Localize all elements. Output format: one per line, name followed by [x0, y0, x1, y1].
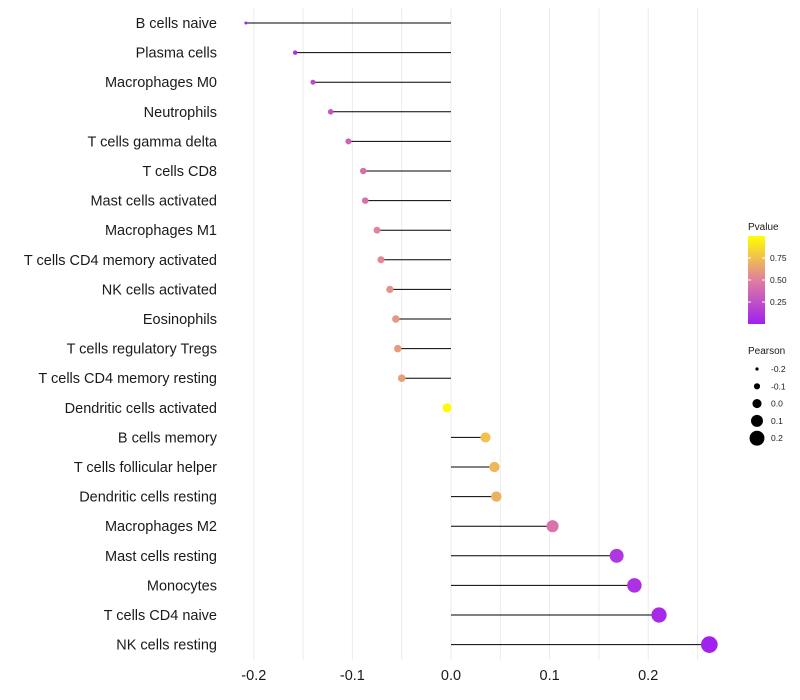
size-key-label: 0.1 [771, 416, 783, 426]
colorbar-tick-label: 0.50 [770, 275, 787, 285]
x-tick-label: -0.1 [340, 668, 365, 684]
lollipop-point [546, 520, 559, 533]
lollipop-point [393, 344, 402, 353]
pearson-legend: Pearson -0.2 -0.1 0.0 0.1 0.2 [748, 346, 786, 446]
category-label: Mast cells resting [105, 549, 217, 565]
lollipop-point [651, 607, 667, 623]
lollipop-point [700, 636, 718, 653]
category-label: Dendritic cells resting [79, 490, 217, 506]
pvalue-legend: Pvalue 0.75 0.50 0.25 [748, 222, 787, 324]
x-tick-label: -0.2 [241, 668, 266, 684]
lollipop-point [397, 374, 406, 383]
lollipop-point [327, 109, 334, 115]
size-key-dot [753, 383, 761, 390]
category-label: Macrophages M2 [105, 519, 217, 535]
category-label: Monocytes [147, 578, 217, 594]
lollipop-point [292, 50, 298, 55]
category-label: T cells CD4 naive [104, 608, 217, 624]
category-label: NK cells resting [116, 638, 217, 654]
category-label: Mast cells activated [90, 194, 217, 210]
category-label: Dendritic cells activated [65, 401, 217, 417]
lollipop-point [609, 548, 624, 563]
pvalue-colorbar [748, 236, 765, 324]
category-label: T cells CD4 memory resting [38, 371, 217, 387]
colorbar-tick-label: 0.75 [770, 253, 787, 263]
lollipop-point [310, 79, 316, 85]
x-tick-label: 0.1 [540, 668, 560, 684]
lollipop-point [491, 491, 502, 502]
lollipop-point [359, 167, 367, 175]
lollipop-point [373, 226, 381, 234]
x-tick-label: 0.0 [441, 668, 461, 684]
category-label: T cells gamma delta [88, 134, 218, 150]
category-label: T cells regulatory Tregs [67, 342, 217, 358]
lollipop-point [442, 403, 452, 413]
grid [253, 8, 698, 660]
size-key-dot [749, 430, 765, 446]
lollipop-point [480, 432, 491, 443]
size-key-dot [755, 367, 759, 371]
size-key-dot [752, 399, 762, 409]
lollipop-point [244, 21, 248, 25]
stems [245, 22, 710, 646]
lollipop-point [377, 256, 385, 264]
size-key-label: 0.0 [771, 399, 783, 409]
colorbar-tick-label: 0.25 [770, 297, 787, 307]
category-label: Plasma cells [136, 46, 217, 62]
size-key-label: -0.2 [771, 364, 786, 374]
category-label: B cells memory [118, 430, 218, 446]
category-labels: B cells naive Plasma cells Macrophages M0 N… [24, 16, 218, 654]
pearson-legend-title: Pearson [748, 346, 785, 357]
category-label: T cells CD8 [142, 164, 217, 180]
category-label: Macrophages M0 [105, 75, 217, 91]
lollipop-point [345, 138, 352, 145]
size-key-dot [751, 414, 763, 427]
x-tick-label: 0.2 [638, 668, 658, 684]
points [244, 21, 718, 653]
lollipop-point [627, 578, 642, 593]
x-axis-ticks: -0.2 -0.1 0.0 0.1 0.2 [241, 668, 658, 684]
category-label: Neutrophils [144, 105, 217, 121]
size-key-label: 0.2 [771, 433, 783, 443]
lollipop-point [361, 197, 369, 204]
lollipop-point [489, 461, 500, 473]
category-label: T cells follicular helper [74, 460, 217, 476]
category-label: NK cells activated [102, 282, 217, 298]
lollipop-point [386, 285, 394, 294]
category-label: B cells naive [136, 16, 217, 32]
category-label: Eosinophils [143, 312, 217, 328]
size-key-label: -0.1 [771, 381, 786, 391]
pvalue-legend-title: Pvalue [748, 222, 779, 233]
lollipop-point [392, 315, 400, 323]
category-label: T cells CD4 memory activated [24, 253, 217, 269]
category-label: Macrophages M1 [105, 223, 217, 239]
